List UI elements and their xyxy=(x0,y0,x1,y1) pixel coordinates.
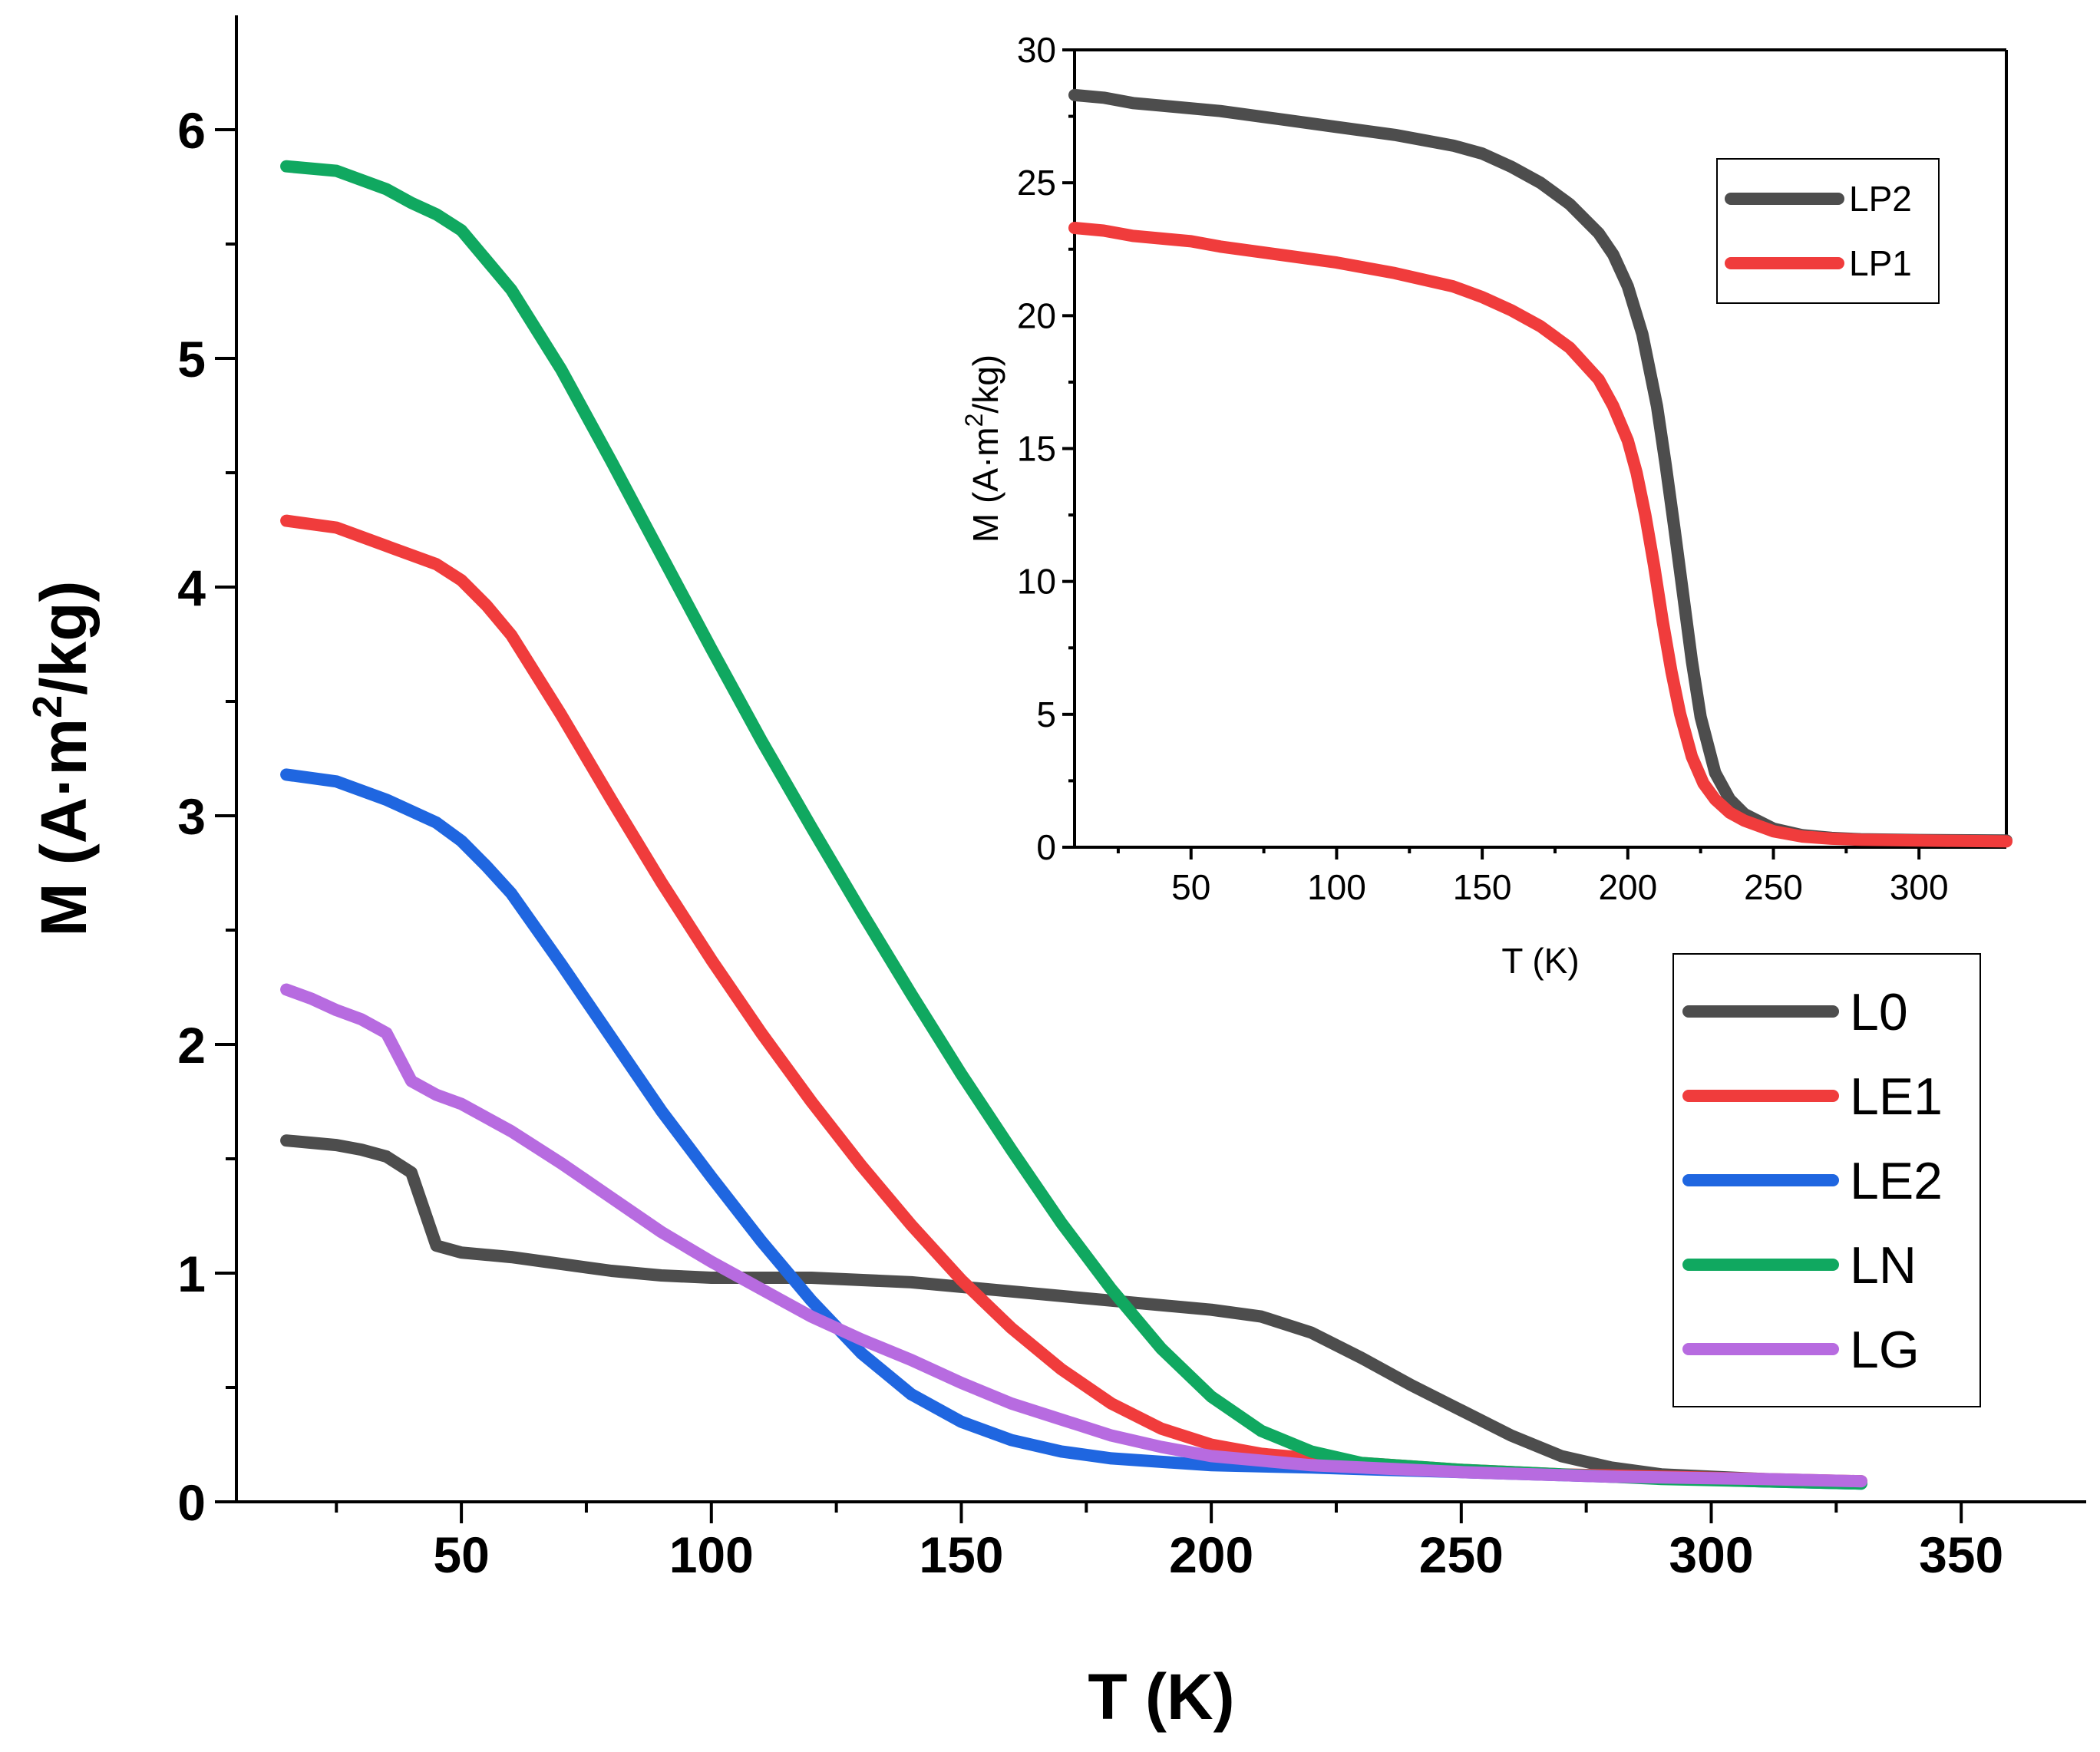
main-x-ticks: 50 100 150 200 250 300 350 xyxy=(335,1502,2003,1583)
main-x-tick-label: 100 xyxy=(669,1526,754,1583)
inset-legend: LP2 LP1 xyxy=(1716,158,1940,304)
main-x-tick-label: 350 xyxy=(1919,1526,2003,1583)
inset-y-title-suffix: /kg) xyxy=(966,355,1005,414)
series-line-l0 xyxy=(280,1134,1867,1488)
main-x-tick-label: 200 xyxy=(1169,1526,1253,1583)
inset-x-tick-label: 150 xyxy=(1453,867,1512,907)
main-x-axis-title: T (K) xyxy=(1088,1661,1234,1733)
inset-y-title-prefix: M (A·m xyxy=(966,427,1005,543)
main-y-tick-label: 3 xyxy=(177,788,206,845)
inset-y-axis-title: M (A·m2/kg) xyxy=(960,355,1005,543)
inset-x-tick-label: 50 xyxy=(1171,867,1210,907)
main-frame xyxy=(235,15,2086,1503)
inset-series-group xyxy=(1068,88,2013,848)
main-y-ticks: 0 1 2 3 4 5 6 xyxy=(177,102,236,1531)
main-y-tick-label: 0 xyxy=(177,1474,206,1531)
inset-y-tick-label: 25 xyxy=(1017,163,1056,203)
series-line-lg xyxy=(280,983,1867,1488)
main-series-group xyxy=(280,160,1867,1490)
inset-y-tick-label: 20 xyxy=(1017,295,1056,335)
main-x-tick-label: 50 xyxy=(433,1526,489,1583)
main-legend: L0 LE1 LE2 LN LG xyxy=(1672,953,1981,1407)
inset-x-tick-label: 300 xyxy=(1890,867,1949,907)
main-y-tick-label: 4 xyxy=(177,559,206,616)
main-y-axis-title: M (A·m2/kg) xyxy=(25,581,100,937)
inset-y-tick-label: 15 xyxy=(1017,429,1056,469)
inset-x-ticks: 50 100 150 200 250 300 xyxy=(1116,847,1949,907)
inset-y-tick-label: 10 xyxy=(1017,562,1056,602)
inset-x-tick-label: 100 xyxy=(1307,867,1366,907)
main-y-tick-label: 5 xyxy=(177,331,206,388)
legend-label-lg: LG xyxy=(1850,1321,1920,1379)
main-y-tick-label: 1 xyxy=(177,1246,206,1302)
legend-label-le1: LE1 xyxy=(1850,1067,1943,1126)
series-line-lp1 xyxy=(1068,222,2013,848)
inset-y-tick-label: 5 xyxy=(1036,695,1056,734)
inset-plot: 50 100 150 200 250 300 0 5 10 15 20 25 30 T (K) M (A·m… xyxy=(960,30,2013,981)
inset-y-title-sup: 2 xyxy=(960,414,988,427)
inset-x-tick-label: 250 xyxy=(1744,867,1803,907)
inset-x-tick-label: 200 xyxy=(1598,867,1657,907)
main-x-tick-label: 250 xyxy=(1419,1526,1504,1583)
legend-label-le2: LE2 xyxy=(1850,1152,1943,1210)
main-y-tick-label: 6 xyxy=(177,102,206,159)
main-y-tick-label: 2 xyxy=(177,1017,206,1074)
main-x-tick-label: 150 xyxy=(919,1526,1003,1583)
legend-label-lp2: LP2 xyxy=(1849,179,1912,219)
inset-y-ticks: 0 5 10 15 20 25 30 xyxy=(1017,30,1075,867)
inset-legend-box xyxy=(1716,158,1940,304)
inset-y-tick-label: 30 xyxy=(1017,30,1056,70)
legend-label-ln: LN xyxy=(1850,1236,1917,1295)
main-y-title-suffix: /kg) xyxy=(28,581,100,695)
main-x-tick-label: 300 xyxy=(1669,1526,1753,1583)
inset-y-tick-label: 0 xyxy=(1036,827,1056,867)
inset-x-axis-title: T (K) xyxy=(1501,941,1579,981)
main-y-title-prefix: M (A·m xyxy=(28,718,100,937)
legend-label-lp1: LP1 xyxy=(1849,243,1912,283)
legend-label-l0: L0 xyxy=(1850,983,1908,1041)
main-y-title-sup: 2 xyxy=(25,695,71,718)
